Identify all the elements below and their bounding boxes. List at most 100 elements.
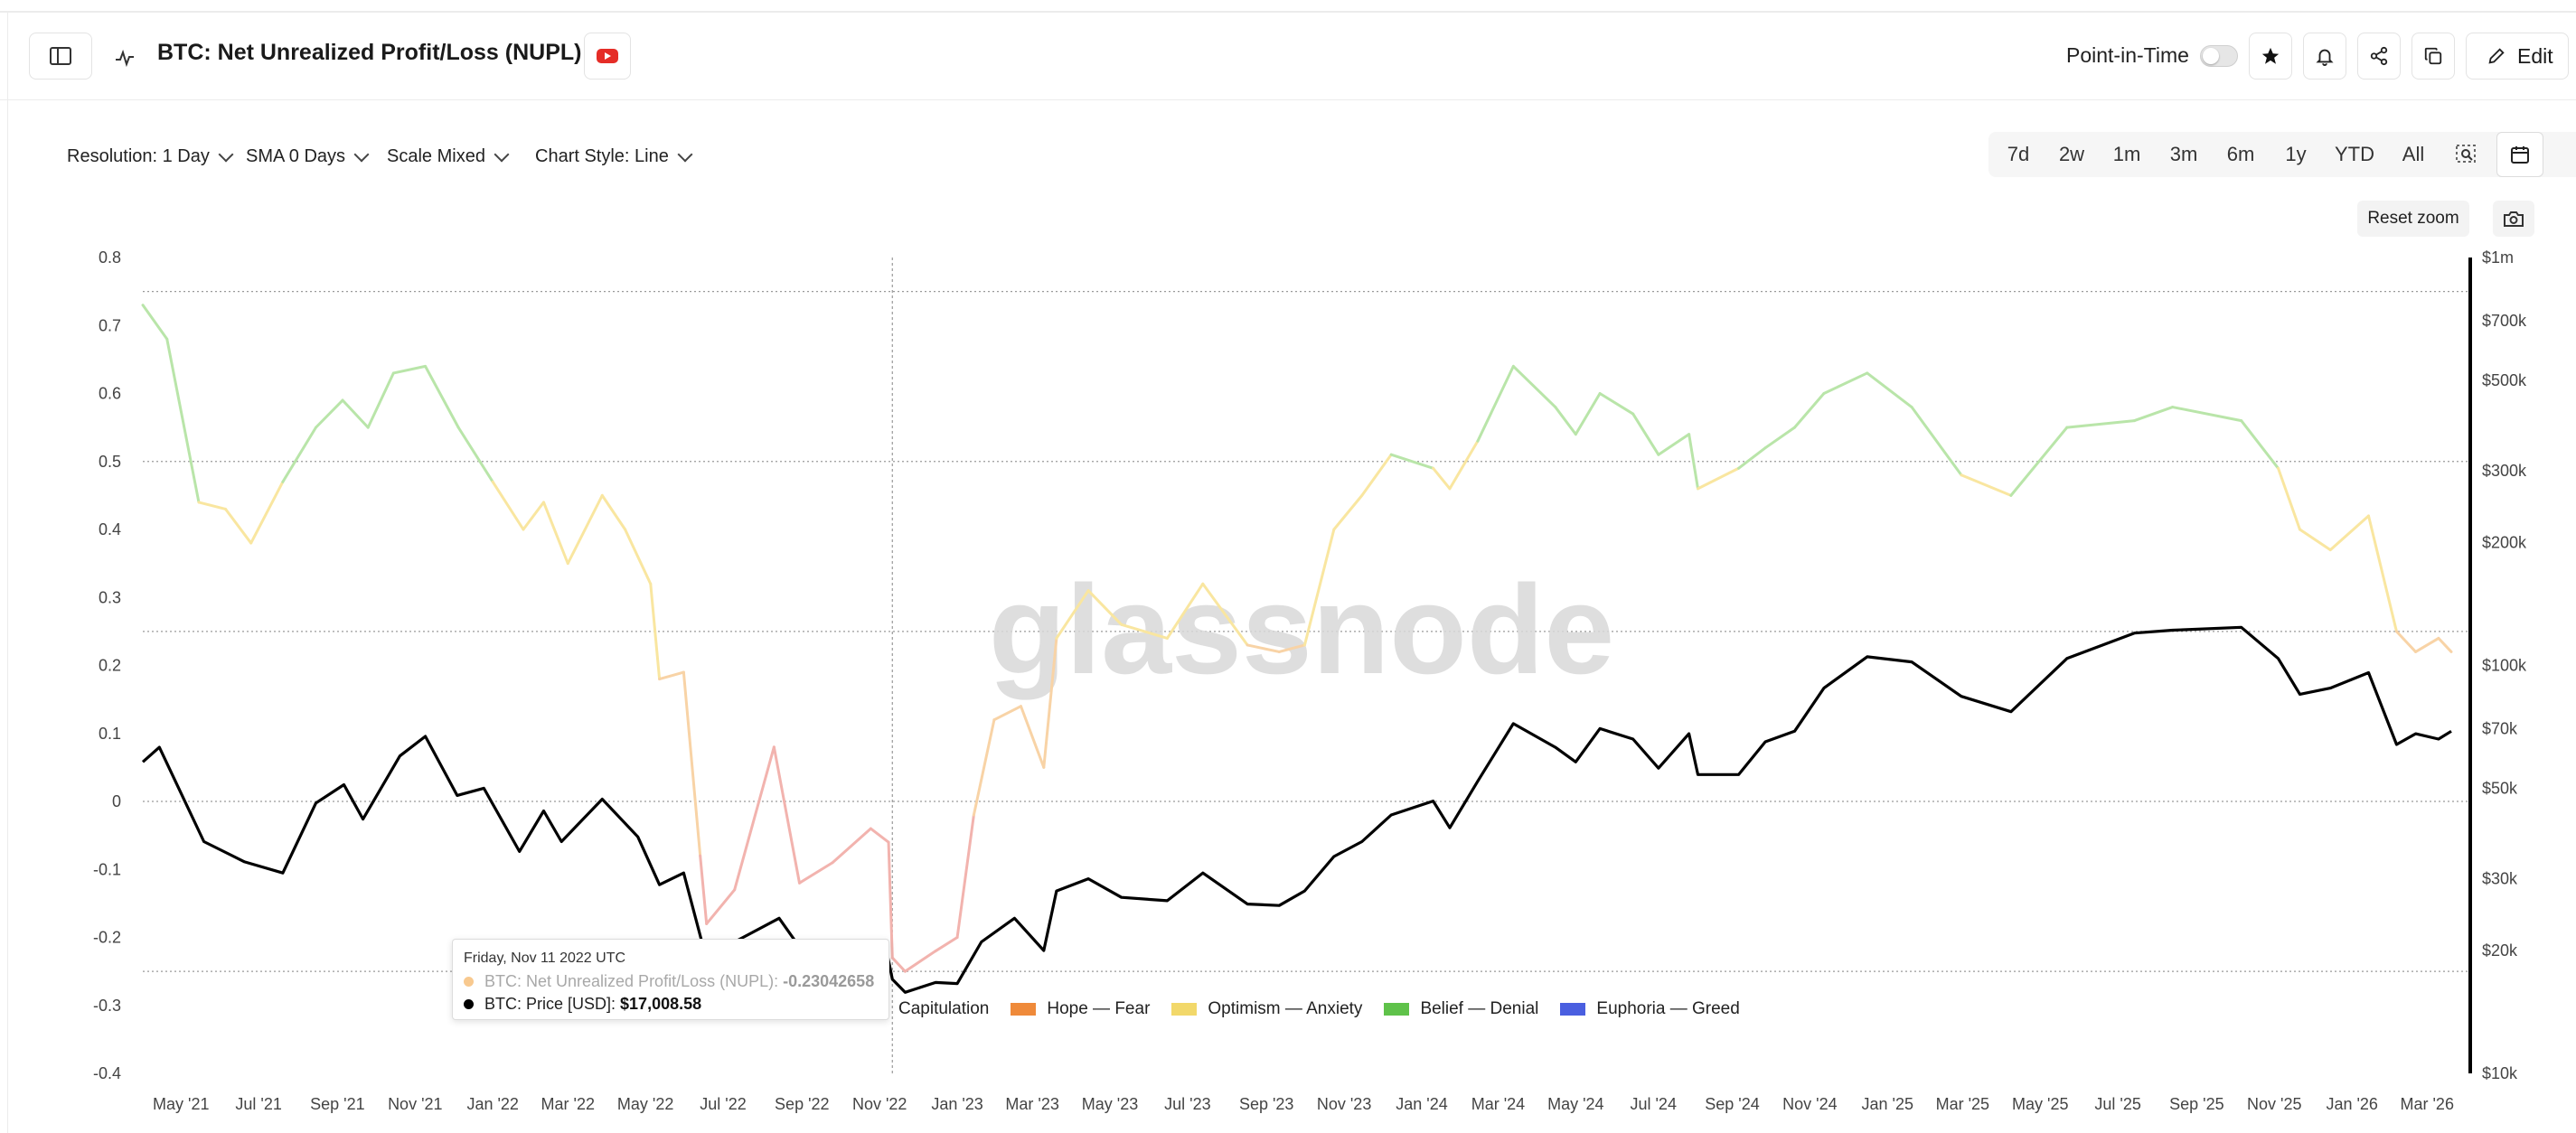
zoom-region-icon bbox=[2456, 145, 2476, 163]
scale-value: Scale Mixed bbox=[387, 146, 485, 166]
sma-select[interactable]: SMA 0 Days bbox=[246, 146, 370, 167]
price-dot bbox=[464, 999, 474, 1009]
camera-icon bbox=[2504, 211, 2524, 227]
range-selector bbox=[1988, 132, 2576, 177]
nupl-line-segment bbox=[2366, 514, 2398, 633]
y-left-tick-label: 0.6 bbox=[99, 385, 121, 403]
nupl-line-segment bbox=[2328, 514, 2370, 552]
resolution-select[interactable]: Resolution: 1 Day bbox=[67, 146, 234, 167]
y-left-tick-label: 0.4 bbox=[99, 520, 121, 538]
range-ytd[interactable]: YTD bbox=[2335, 143, 2374, 165]
x-tick-label: Mar '23 bbox=[1005, 1095, 1058, 1113]
y-right-tick-label: $700k bbox=[2482, 312, 2527, 330]
nupl-line-segment bbox=[682, 670, 702, 857]
nupl-line-segment bbox=[733, 745, 776, 892]
nupl-line-segment bbox=[624, 528, 653, 585]
reset-zoom-button[interactable]: Reset zoom bbox=[2357, 201, 2469, 237]
point-in-time-label: Point-in-Time bbox=[2066, 43, 2189, 67]
tooltip-price-row: BTC: Price [USD]: $17,008.58 bbox=[464, 995, 878, 1014]
nupl-line-segment bbox=[2394, 630, 2418, 653]
y-left-tick-label: -0.3 bbox=[93, 997, 121, 1015]
duplicate-button[interactable] bbox=[2411, 33, 2455, 80]
nupl-line-segment bbox=[2065, 419, 2136, 429]
nupl-line-segment bbox=[542, 501, 569, 566]
legend-hope-fear-label: Hope — Fear bbox=[1047, 999, 1151, 1018]
legend-swatch bbox=[1171, 1003, 1198, 1016]
nupl-line-segment bbox=[1246, 643, 1281, 653]
date-range-button[interactable] bbox=[2496, 132, 2543, 177]
nupl-line-segment bbox=[1332, 493, 1364, 531]
nupl-line-segment bbox=[903, 950, 937, 973]
legend-swatch bbox=[1384, 1003, 1410, 1016]
share-button[interactable] bbox=[2357, 33, 2401, 80]
y-right-tick-label: $30k bbox=[2482, 870, 2518, 888]
x-tick-label: May '23 bbox=[1082, 1095, 1138, 1113]
point-in-time-toggle[interactable] bbox=[2200, 45, 2238, 67]
zoom-select-button[interactable] bbox=[2444, 132, 2489, 177]
chart-style-select[interactable]: Chart Style: Line bbox=[535, 146, 693, 167]
nupl-line-segment bbox=[391, 364, 428, 375]
nupl-line-segment bbox=[1822, 371, 1869, 395]
nupl-line-segment bbox=[165, 337, 201, 504]
nupl-line-segment bbox=[249, 480, 285, 545]
nupl-line-segment bbox=[797, 861, 834, 885]
sidebar-icon bbox=[50, 47, 71, 65]
nupl-line-segment bbox=[2171, 406, 2243, 423]
nupl-line-segment bbox=[1165, 582, 1205, 640]
nupl-line-segment bbox=[566, 493, 604, 566]
nupl-line-segment bbox=[424, 364, 460, 429]
legend-item-optimism-anxiety[interactable]: Optimism — Anxiety bbox=[1171, 999, 1362, 1019]
legend-belief-denial-label: Belief — Denial bbox=[1420, 999, 1539, 1018]
nupl-line-segment bbox=[1554, 406, 1577, 436]
nupl-line-segment bbox=[2437, 636, 2453, 653]
nupl-line-segment bbox=[831, 827, 872, 865]
bell-icon bbox=[2316, 49, 2334, 66]
edit-button[interactable]: Edit bbox=[2466, 33, 2569, 80]
nupl-line-segment bbox=[1432, 466, 1452, 491]
x-tick-label: Jul '21 bbox=[235, 1095, 281, 1113]
nupl-line-segment bbox=[955, 813, 975, 939]
x-tick-label: Jul '24 bbox=[1630, 1095, 1676, 1113]
nupl-line-segment bbox=[934, 936, 959, 953]
screenshot-button[interactable] bbox=[2493, 201, 2534, 237]
legend-swatch bbox=[1011, 1003, 1037, 1016]
y-right-tick-label: $70k bbox=[2482, 719, 2518, 737]
nupl-line-segment bbox=[281, 426, 317, 483]
x-tick-label: Jan '26 bbox=[2326, 1095, 2377, 1113]
legend-item-hope-fear[interactable]: Hope — Fear bbox=[1011, 999, 1150, 1019]
y-right-tick-label: $500k bbox=[2482, 371, 2527, 389]
scale-select[interactable]: Scale Mixed bbox=[387, 146, 510, 167]
nupl-line-segment bbox=[1737, 446, 1767, 470]
legend-item-euphoria-greed[interactable]: Euphoria — Greed bbox=[1560, 999, 1740, 1019]
x-tick-label: May '24 bbox=[1547, 1095, 1603, 1113]
nupl-line-segment bbox=[456, 426, 494, 483]
range-all[interactable]: All bbox=[2402, 143, 2425, 165]
nupl-line-segment bbox=[2277, 466, 2301, 531]
range-1y[interactable]: 1y bbox=[2285, 143, 2307, 165]
range-7d[interactable]: 7d bbox=[2007, 143, 2030, 165]
y-left-tick-label: -0.1 bbox=[93, 860, 121, 878]
resolution-value: Resolution: 1 Day bbox=[67, 146, 210, 166]
x-tick-label: May '22 bbox=[617, 1095, 673, 1113]
sidebar-toggle-button[interactable] bbox=[29, 33, 92, 80]
y-left-tick-label: 0.7 bbox=[99, 316, 121, 334]
range-3m[interactable]: 3m bbox=[2169, 143, 2198, 165]
legend-item-belief-denial[interactable]: Belief — Denial bbox=[1384, 999, 1538, 1019]
tooltip-price-value: $17,008.58 bbox=[620, 995, 702, 1013]
range-1m[interactable]: 1m bbox=[2112, 143, 2141, 165]
favorite-button[interactable] bbox=[2249, 33, 2292, 80]
page-title: BTC: Net Unrealized Profit/Loss (NUPL) bbox=[157, 40, 582, 65]
y-left-tick-label: 0.5 bbox=[99, 453, 121, 471]
range-6m[interactable]: 6m bbox=[2226, 143, 2255, 165]
pencil-icon bbox=[2488, 48, 2505, 64]
legend-item-capitulation[interactable]: Capitulation bbox=[898, 999, 989, 1019]
legend-swatch bbox=[1560, 1003, 1586, 1016]
range-2w[interactable]: 2w bbox=[2058, 143, 2085, 165]
sma-value: SMA 0 Days bbox=[246, 146, 346, 166]
x-tick-label: Sep '24 bbox=[1705, 1095, 1760, 1113]
youtube-button[interactable] bbox=[584, 33, 631, 80]
x-tick-label: Jul '23 bbox=[1164, 1095, 1210, 1113]
watermark: glassnode bbox=[989, 558, 1614, 700]
alert-button[interactable] bbox=[2303, 33, 2346, 80]
x-tick-label: Jul '22 bbox=[700, 1095, 746, 1113]
